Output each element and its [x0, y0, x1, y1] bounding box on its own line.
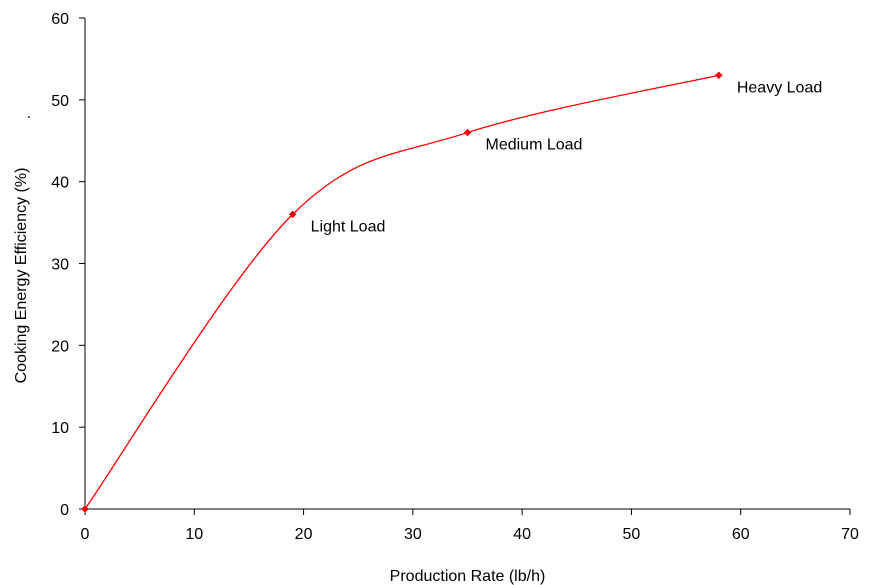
stray-mark: . [27, 105, 31, 122]
x-tick-label: 0 [81, 526, 90, 543]
x-axis-title: Production Rate (lb/h) [390, 568, 546, 585]
x-tick-label: 50 [623, 526, 641, 543]
data-point [288, 210, 297, 219]
data-point [715, 71, 723, 80]
x-tick-label: 10 [185, 526, 203, 543]
y-axis-title: Cooking Energy Efficiency (%) [13, 168, 30, 384]
y-tick-label: 0 [60, 502, 69, 519]
x-tick-label: 70 [841, 526, 859, 543]
series-group [81, 71, 723, 513]
x-tick-label: 60 [732, 526, 750, 543]
point-annotation: Medium Load [486, 137, 583, 154]
x-tick-label: 20 [295, 526, 313, 543]
y-tick-label: 10 [51, 420, 69, 437]
axes: 0 10 20 30 40 50 60 70 0 10 20 30 40 50 60 [51, 11, 859, 543]
y-tick-label: 40 [51, 175, 69, 192]
data-point [81, 505, 89, 513]
x-tick-label: 40 [513, 526, 531, 543]
y-tick-label: 50 [51, 93, 69, 110]
point-annotation: Heavy Load [737, 79, 822, 96]
y-tick-label: 30 [51, 257, 69, 274]
point-annotation: Light Load [311, 218, 386, 235]
x-tick-label: 30 [404, 526, 422, 543]
y-tick-label: 60 [51, 11, 69, 28]
data-point [463, 128, 472, 137]
series-line [84, 74, 720, 510]
y-tick-label: 20 [51, 338, 69, 355]
labels-group: Light Load Medium Load Heavy Load [311, 79, 823, 235]
